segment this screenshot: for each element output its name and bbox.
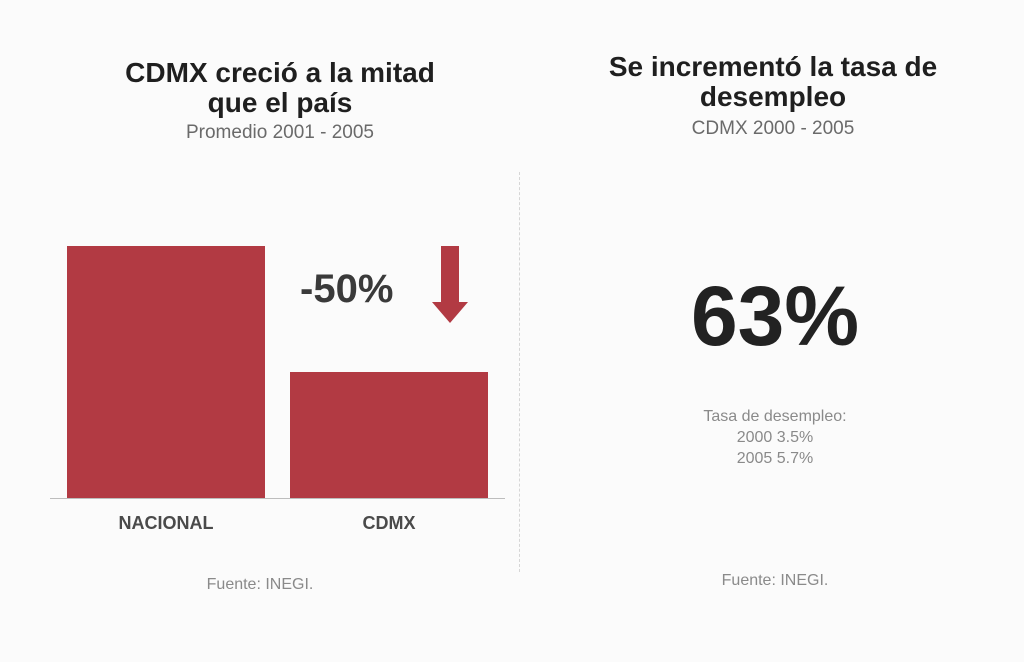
unemployment-notes: Tasa de desempleo: 2000 3.5% 2005 5.7% [620, 406, 930, 469]
notes-line-1: Tasa de desempleo: [703, 408, 847, 425]
panel-divider [519, 172, 520, 572]
down-arrow-icon [432, 246, 468, 323]
right-subtitle: CDMX 2000 - 2005 [691, 118, 855, 139]
right-title: Se incrementó la tasa de desempleo [608, 51, 938, 112]
category-label-nacional: NACIONAL [119, 513, 214, 533]
delta-annotation: -50% [300, 267, 393, 311]
bar-nacional [67, 246, 265, 498]
category-label-cdmx: CDMX [363, 513, 416, 533]
notes-line-3: 2005 5.7% [736, 450, 814, 467]
left-source: Fuente: INEGI. [206, 576, 314, 593]
growth-bar-chart: NACIONAL CDMX -50% [50, 246, 505, 533]
left-title: CDMX creció a la mitad que el país [125, 57, 435, 118]
left-subtitle: Promedio 2001 - 2005 [185, 122, 374, 143]
bar-cdmx [290, 372, 488, 498]
unemployment-increase-value: 63% [690, 269, 860, 363]
right-source: Fuente: INEGI. [721, 572, 829, 589]
notes-line-2: 2000 3.5% [736, 429, 814, 446]
